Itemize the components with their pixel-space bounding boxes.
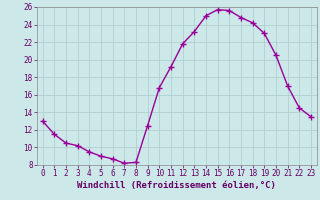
X-axis label: Windchill (Refroidissement éolien,°C): Windchill (Refroidissement éolien,°C) — [77, 181, 276, 190]
